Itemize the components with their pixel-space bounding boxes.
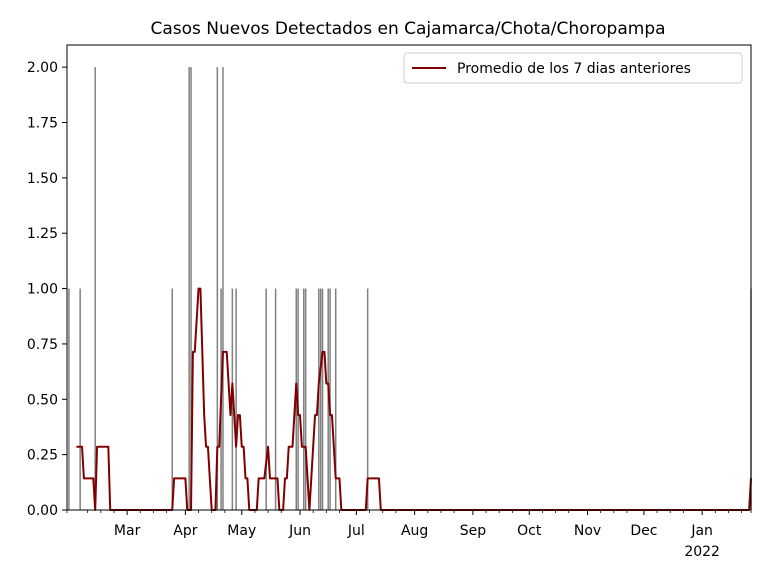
bar [304, 288, 307, 510]
bar [235, 288, 237, 510]
chart-title: Casos Nuevos Detectados en Cajamarca/Cho… [150, 19, 665, 39]
bar [265, 288, 267, 510]
y-tick-label: 0.50 [27, 392, 58, 408]
bar [94, 67, 96, 510]
x-tick-label: Apr [173, 523, 197, 539]
legend: Promedio de los 7 dias anteriores [403, 52, 743, 84]
bar [303, 288, 305, 510]
y-tick-label: 1.75 [27, 116, 58, 132]
x-tick-label: Aug [401, 523, 428, 539]
y-tick-label: 2.00 [27, 60, 58, 76]
bar [334, 288, 337, 510]
y-tick-label: 0.00 [27, 503, 58, 519]
bar [321, 288, 324, 510]
x-tick-label: Jun [288, 523, 311, 539]
bar [319, 288, 322, 510]
bars-layer [68, 67, 752, 510]
series-line [76, 287, 752, 511]
bar [68, 288, 70, 510]
bar [274, 288, 277, 510]
y-tick-label: 1.25 [27, 226, 58, 242]
legend-label: Promedio de los 7 dias anteriores [457, 61, 691, 77]
x-tick-year-label: 2022 [684, 544, 720, 560]
bar [222, 67, 224, 510]
bar [366, 288, 369, 510]
x-tick-label: Dec [630, 523, 657, 539]
legend-box [403, 52, 743, 84]
y-tick-label: 1.50 [27, 171, 58, 187]
bar [171, 288, 173, 510]
x-tick-label: Oct [517, 523, 542, 539]
x-tick-label: Jan [690, 523, 713, 539]
bar [79, 288, 81, 510]
y-tick-label: 0.75 [27, 337, 58, 353]
bar [188, 67, 190, 510]
bar [190, 67, 192, 510]
plot-frame [66, 44, 752, 511]
x-tick-label: Nov [574, 523, 601, 539]
bar [216, 67, 219, 510]
x-tick-label: Jul [347, 523, 365, 539]
y-tick-label: 0.25 [27, 448, 58, 464]
x-tick-label: Sep [460, 523, 487, 539]
line-layer [76, 287, 752, 511]
y-tick-label: 1.00 [27, 282, 58, 298]
axes-layer: 0.00 0.25 0.50 0.75 1.00 1.25 1.50 1.75 2.00 Mar A… [27, 44, 752, 560]
x-tick-label: May [227, 523, 256, 539]
x-tick-label: Mar [114, 523, 141, 539]
